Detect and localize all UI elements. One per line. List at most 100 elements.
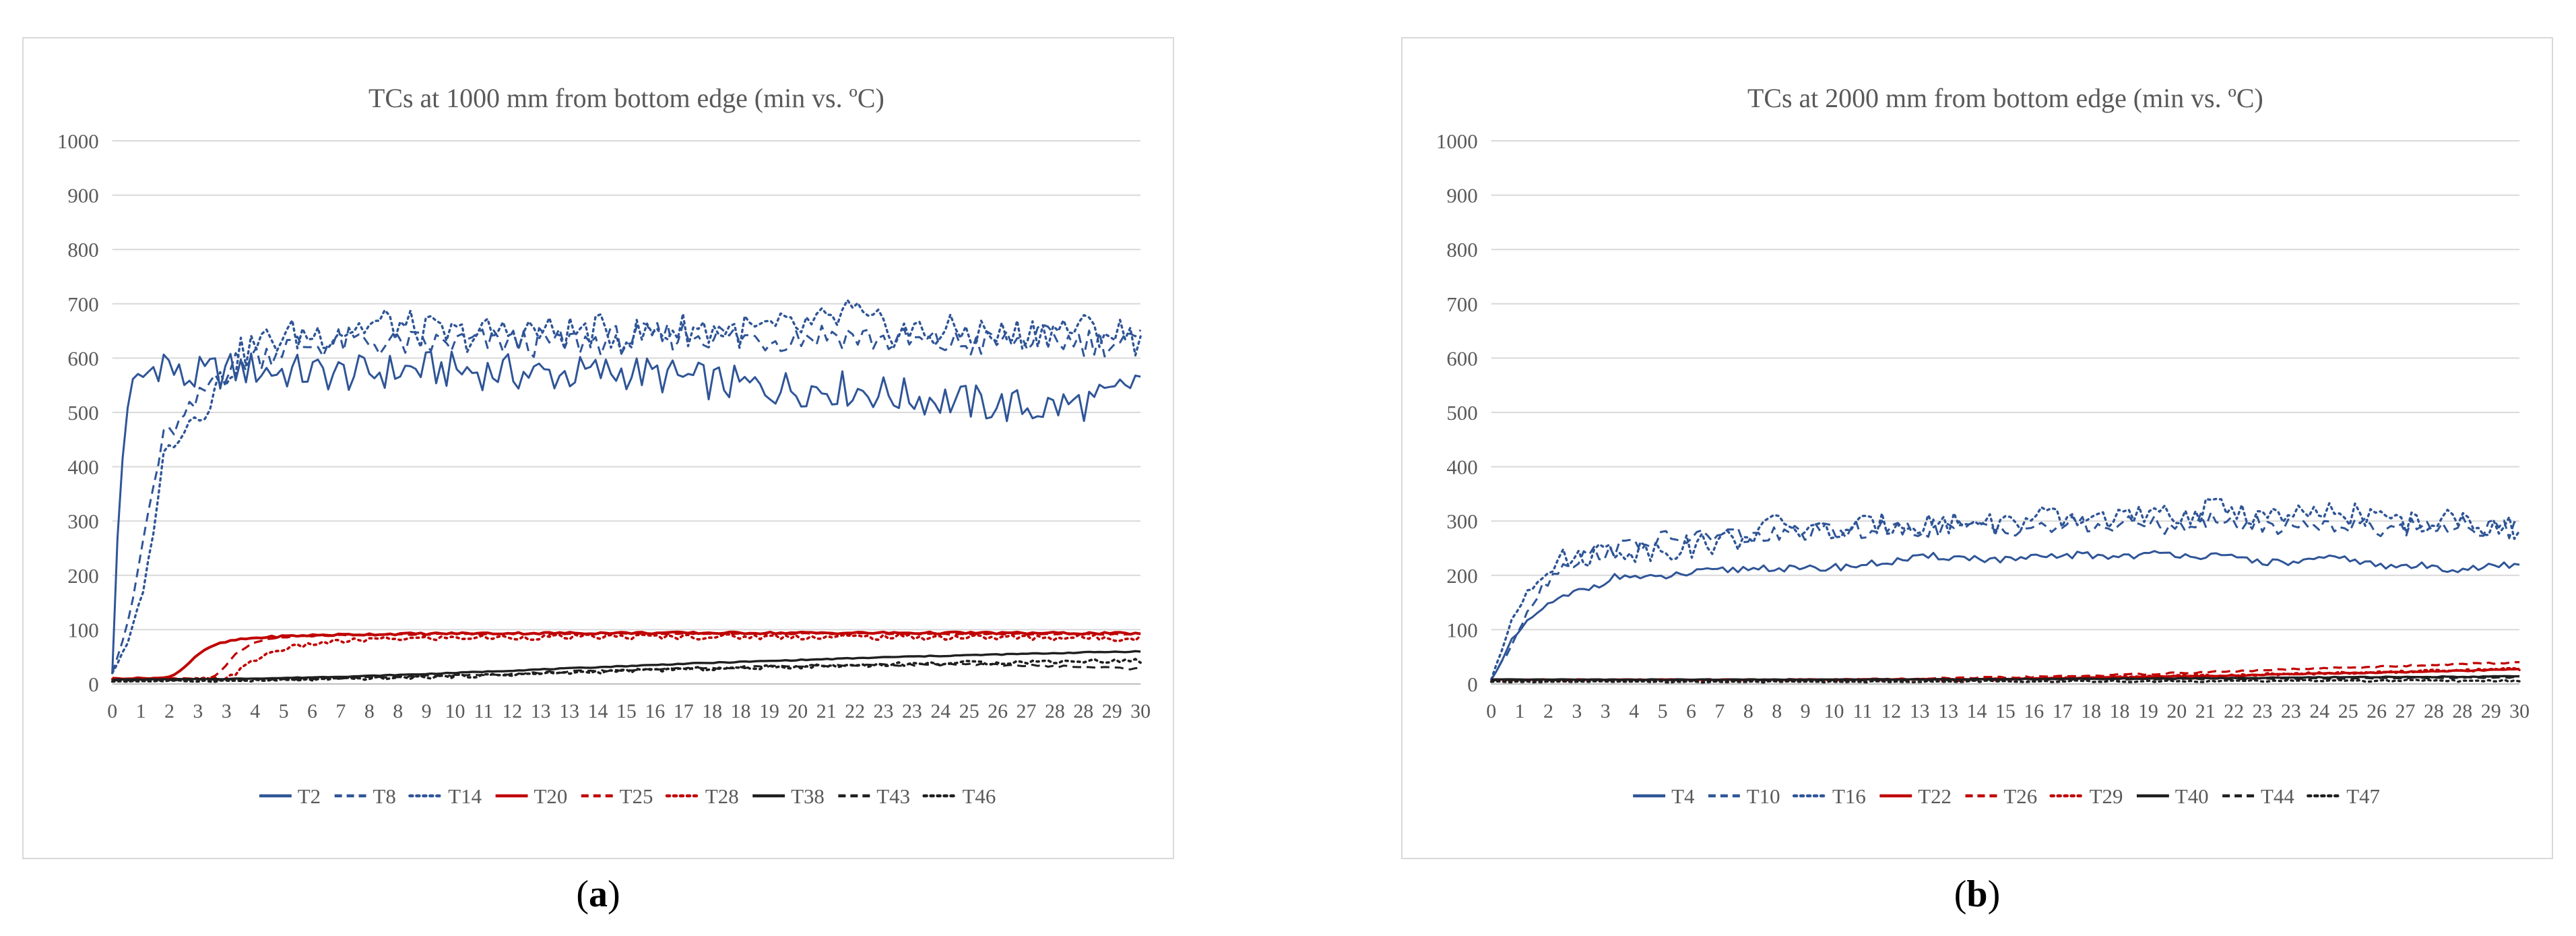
- caption-open-paren: (: [576, 873, 589, 915]
- legend-label: T4: [1671, 784, 1694, 808]
- legend-label: T2: [298, 784, 321, 808]
- legend-item-T46: T46: [922, 784, 996, 808]
- x-tick-label: 30: [2509, 700, 2530, 722]
- legend-item-T10: T10: [1708, 784, 1780, 808]
- x-tick-label: 20: [787, 700, 808, 722]
- legend-item-T38: T38: [752, 784, 825, 808]
- x-tick-label: 28: [1073, 700, 1093, 722]
- caption-letter: b: [1966, 873, 1988, 915]
- y-tick-label: 300: [67, 509, 98, 533]
- legend-item-T25: T25: [581, 784, 653, 808]
- x-tick-labels: 0 1 2 3 3 4 5 6 7 8 8 9 10 11 12 13 13 14 15 16 17 18 18 19 20 21…: [107, 700, 1151, 722]
- x-tick-label: 23: [874, 700, 894, 722]
- x-tick-label: 18: [702, 700, 722, 722]
- legend-item-T28: T28: [665, 784, 739, 808]
- legend-label: T8: [373, 784, 396, 808]
- figure-caption-b: (b): [1401, 873, 2553, 916]
- x-tick-label: 20: [2166, 700, 2187, 722]
- series-line-T28: [110, 633, 1142, 682]
- legend-item-T20: T20: [495, 784, 567, 808]
- x-tick-label: 30: [1130, 700, 1151, 722]
- y-tick-label: 600: [67, 346, 98, 370]
- legend: T2 T8 T14 T20 T25 T28 T38 T43 T46: [259, 784, 996, 808]
- x-tick-label: 5: [279, 700, 289, 722]
- y-tick-label: 900: [1446, 184, 1477, 208]
- legend-label: T46: [962, 784, 996, 808]
- x-tick-label: 5: [1658, 700, 1668, 722]
- series-line-T47: [1489, 679, 2521, 684]
- x-tick-label: 24: [930, 700, 951, 722]
- figure-panel-a: TCs at 1000 mm from bottom edge (min vs.…: [22, 37, 1174, 859]
- x-tick-label: 10: [1824, 700, 1844, 722]
- caption-open-paren: (: [1954, 873, 1967, 915]
- x-tick-label: 12: [502, 700, 522, 722]
- legend-label: T16: [1832, 784, 1866, 808]
- legend-item-T40: T40: [2136, 784, 2209, 808]
- x-tick-label: 19: [2138, 700, 2158, 722]
- x-tick-label: 25: [2338, 700, 2358, 722]
- chart-b-canvas: TCs at 2000 mm from bottom edge (min vs.…: [1436, 83, 2530, 808]
- x-tick-label: 17: [674, 700, 694, 722]
- chart-title: TCs at 2000 mm from bottom edge (min vs.…: [1747, 83, 2263, 113]
- y-tick-label: 700: [1446, 292, 1477, 316]
- x-tick-label: 22: [2224, 700, 2244, 722]
- x-tick-label: 2: [1543, 700, 1553, 722]
- x-tick-label: 0: [1486, 700, 1496, 722]
- x-tick-label: 18: [731, 700, 751, 722]
- x-tick-label: 1: [1515, 700, 1525, 722]
- legend: T4 T10 T16 T22 T26 T29 T40 T44 T47: [1633, 784, 2380, 808]
- y-tick-label: 200: [1446, 564, 1477, 588]
- x-tick-label: 8: [1772, 700, 1782, 722]
- x-tick-label: 9: [422, 700, 432, 722]
- series-line-T14: [110, 299, 1142, 675]
- y-tick-label: 1000: [57, 129, 99, 153]
- legend-label: T38: [791, 784, 825, 808]
- y-tick-label: 500: [1446, 401, 1477, 425]
- series-line-T16: [1489, 497, 2521, 681]
- x-tick-label: 17: [2053, 700, 2073, 722]
- x-tick-label: 7: [1714, 700, 1725, 722]
- legend-item-T14: T14: [408, 784, 482, 808]
- y-tick-label: 400: [1446, 456, 1477, 479]
- x-tick-label: 21: [816, 700, 837, 722]
- x-tick-label: 3: [1601, 700, 1611, 722]
- x-tick-label: 4: [250, 700, 260, 722]
- series-line-T38: [112, 650, 1141, 681]
- x-tick-label: 29: [1102, 700, 1122, 722]
- caption-close-paren: ): [1987, 873, 2001, 915]
- x-tick-label: 3: [222, 700, 232, 722]
- x-tick-label: 24: [2309, 700, 2329, 722]
- x-tick-label: 28: [2452, 700, 2472, 722]
- series-line-T8: [111, 321, 1142, 674]
- y-tick-label: 300: [1446, 509, 1477, 533]
- x-tick-label: 13: [1910, 700, 1930, 722]
- chart-a-canvas: TCs at 1000 mm from bottom edge (min vs.…: [57, 83, 1151, 808]
- y-tick-label: 0: [1467, 673, 1477, 696]
- x-tick-label: 13: [559, 700, 579, 722]
- y-tick-label: 200: [67, 564, 98, 588]
- legend-label: T26: [2003, 784, 2037, 808]
- y-tick-label: 1000: [1436, 129, 1478, 153]
- x-tick-label: 25: [959, 700, 979, 722]
- legend-item-T44: T44: [2222, 784, 2294, 808]
- x-tick-label: 18: [2110, 700, 2130, 722]
- x-tick-label: 18: [2081, 700, 2101, 722]
- legend-item-T26: T26: [1965, 784, 2037, 808]
- legend-label: T47: [2346, 784, 2380, 808]
- series-line-T43: [112, 662, 1141, 682]
- x-tick-label: 22: [845, 700, 865, 722]
- x-tick-label: 23: [902, 700, 922, 722]
- y-tick-label: 0: [88, 673, 98, 696]
- series-line-T25: [112, 631, 1141, 681]
- x-tick-label: 26: [2366, 700, 2387, 722]
- legend-label: T25: [620, 784, 653, 808]
- x-tick-label: 28: [2424, 700, 2444, 722]
- x-tick-label: 1: [136, 700, 146, 722]
- x-tick-label: 16: [645, 700, 665, 722]
- y-tick-label: 500: [67, 401, 98, 425]
- x-tick-label: 29: [2481, 700, 2501, 722]
- y-tick-label: 900: [67, 184, 98, 208]
- x-tick-label: 8: [393, 700, 403, 722]
- x-tick-label: 0: [107, 700, 117, 722]
- series-line-T2: [111, 350, 1141, 673]
